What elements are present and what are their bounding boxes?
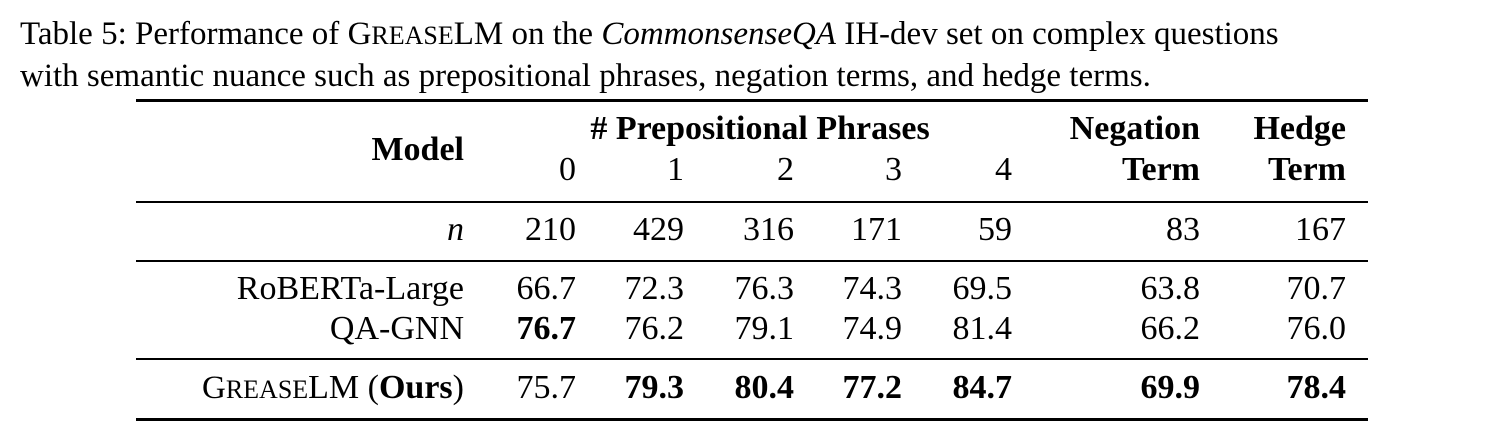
row-greaselm-pp-2: 80.4 — [734, 369, 795, 406]
row-greaselm-negation: 69.9 — [1140, 369, 1201, 406]
header-hedge-top: Hedge — [1253, 110, 1346, 147]
n-row-hedge: 167 — [1295, 211, 1346, 248]
row-roberta-pp-0: 66.7 — [516, 270, 577, 307]
row-roberta-negation: 63.8 — [1140, 270, 1201, 307]
header-pp-4: 4 — [995, 151, 1012, 188]
header-pp-1: 1 — [667, 151, 684, 188]
row-roberta-pp-2: 76.3 — [734, 270, 795, 307]
caption-dataset: CommonsenseQA — [601, 16, 836, 52]
row-greaselm-hedge: 78.4 — [1286, 369, 1347, 406]
row-model-qagnn: QA-GNN — [329, 310, 464, 347]
row-greaselm-pp-3: 77.2 — [842, 369, 903, 406]
row-greaselm-pp-0: 75.7 — [516, 369, 577, 406]
table-caption: Table 5: Performance of GREASELM on the … — [20, 14, 1500, 96]
row-model-greaselm: GREASELM (Ours) — [140, 368, 464, 410]
caption-mid-2: IH-dev set on complex questions — [835, 16, 1279, 52]
row-qagnn-pp-1: 76.2 — [624, 310, 685, 347]
header-pp-2: 2 — [777, 151, 794, 188]
bottom-rule — [136, 418, 1368, 421]
row-qagnn-pp-2: 79.1 — [734, 310, 795, 347]
ours-model-suffix: LM — [308, 369, 360, 406]
top-rule — [136, 99, 1368, 102]
n-row-pp-2: 316 — [743, 211, 794, 248]
row-greaselm-pp-4: 84.7 — [952, 369, 1013, 406]
row-model-roberta: RoBERTa-Large — [236, 270, 464, 307]
ours-model-smallcaps: REASE — [225, 375, 309, 404]
caption-prefix: Table 5: Performance of — [20, 16, 348, 52]
caption-model-initial: G — [347, 16, 372, 52]
n-row-pp-1: 429 — [633, 211, 684, 248]
ours-model-initial: G — [201, 370, 226, 406]
ours-paren-close: ) — [452, 369, 464, 406]
n-row-label: n — [447, 211, 464, 248]
caption-line-2: with semantic nuance such as preposition… — [20, 58, 1151, 94]
n-row-pp-0: 210 — [525, 211, 576, 248]
row-roberta-pp-1: 72.3 — [624, 270, 685, 307]
ours-rule — [136, 358, 1368, 360]
row-qagnn-negation: 66.2 — [1140, 310, 1201, 347]
ours-label: Ours — [378, 369, 453, 406]
row-qagnn-pp-3: 74.9 — [842, 310, 903, 347]
header-negation-bottom: Term — [1121, 151, 1200, 188]
ours-paren-open: ( — [359, 369, 379, 406]
row-roberta-hedge: 70.7 — [1286, 270, 1347, 307]
row-qagnn-pp-0: 76.7 — [516, 310, 577, 347]
n-row-pp-3: 171 — [851, 211, 902, 248]
n-row-pp-4: 59 — [978, 211, 1012, 248]
n-row-rule — [136, 260, 1368, 262]
caption-line-1: Table 5: Performance of GREASELM on the … — [20, 14, 1500, 56]
header-negation-top: Negation — [1069, 110, 1200, 147]
n-row-negation: 83 — [1166, 211, 1200, 248]
header-rule — [136, 201, 1368, 203]
header-pp-0: 0 — [559, 151, 576, 188]
caption-model-suffix: LM — [453, 16, 504, 52]
row-roberta-pp-4: 69.5 — [952, 270, 1013, 307]
caption-mid-1: on the — [503, 16, 602, 52]
header-hedge-bottom: Term — [1267, 151, 1346, 188]
row-roberta-pp-3: 74.3 — [842, 270, 903, 307]
header-prepositional-phrases: # Prepositional Phrases — [590, 110, 930, 147]
caption-model-smallcaps: REASE — [371, 21, 454, 50]
row-qagnn-pp-4: 81.4 — [952, 310, 1013, 347]
header-model: Model — [371, 131, 464, 168]
row-qagnn-hedge: 76.0 — [1286, 310, 1347, 347]
header-pp-3: 3 — [885, 151, 902, 188]
row-greaselm-pp-1: 79.3 — [624, 369, 685, 406]
